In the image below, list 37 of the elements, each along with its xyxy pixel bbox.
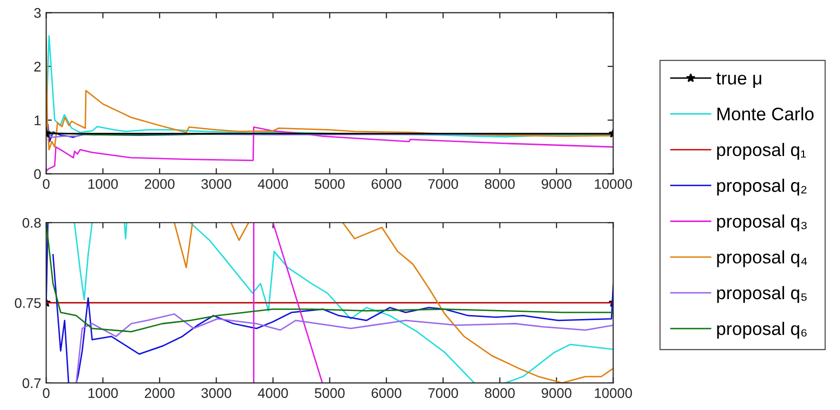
- x-tick-label: 8000: [484, 179, 515, 189]
- x-tick-label: 10000: [594, 179, 632, 189]
- y-tick-label: 0.8: [22, 218, 41, 228]
- legend-label: proposal q₁: [717, 142, 806, 160]
- y-tick-label: 0.75: [14, 298, 41, 308]
- x-tick-label: 9000: [542, 179, 572, 189]
- legend-label: true μ: [716, 72, 762, 88]
- x-tick-label: 0: [42, 388, 50, 398]
- x-tick-label: 8000: [484, 388, 515, 398]
- y-tick-label: 1: [34, 116, 41, 126]
- x-tick-label: 0: [42, 179, 50, 189]
- legend-label: proposal q₅: [717, 286, 807, 303]
- x-tick-label: 7000: [428, 179, 458, 189]
- legend-label: proposal q₂: [717, 178, 806, 196]
- x-tick-label: 10000: [594, 388, 632, 398]
- x-tick-label: 7000: [428, 388, 458, 398]
- x-tick-label: 4000: [258, 179, 288, 189]
- legend-label: proposal q₄: [717, 250, 807, 268]
- x-tick-label: 5000: [314, 388, 345, 398]
- x-tick-label: 5000: [314, 179, 345, 189]
- legend-label: Monte Carlo: [717, 107, 814, 120]
- y-tick-label: 3: [34, 8, 41, 18]
- x-tick-label: 1000: [88, 179, 118, 189]
- x-tick-label: 3000: [201, 388, 232, 398]
- x-tick-label: 6000: [372, 388, 402, 398]
- x-tick-label: 1000: [88, 388, 118, 398]
- x-tick-label: 4000: [258, 388, 288, 398]
- y-tick-label: 0: [34, 169, 41, 180]
- x-tick-label: 3000: [201, 179, 232, 189]
- x-tick-label: 6000: [372, 179, 402, 189]
- x-tick-label: 2000: [144, 388, 175, 398]
- x-tick-label: 2000: [144, 179, 175, 189]
- x-tick-label: 9000: [542, 388, 572, 398]
- y-tick-label: 2: [34, 62, 41, 72]
- legend-label: proposal q₃: [717, 214, 807, 232]
- legend-label: proposal q₆: [717, 322, 807, 339]
- y-tick-label: 0.7: [22, 378, 41, 388]
